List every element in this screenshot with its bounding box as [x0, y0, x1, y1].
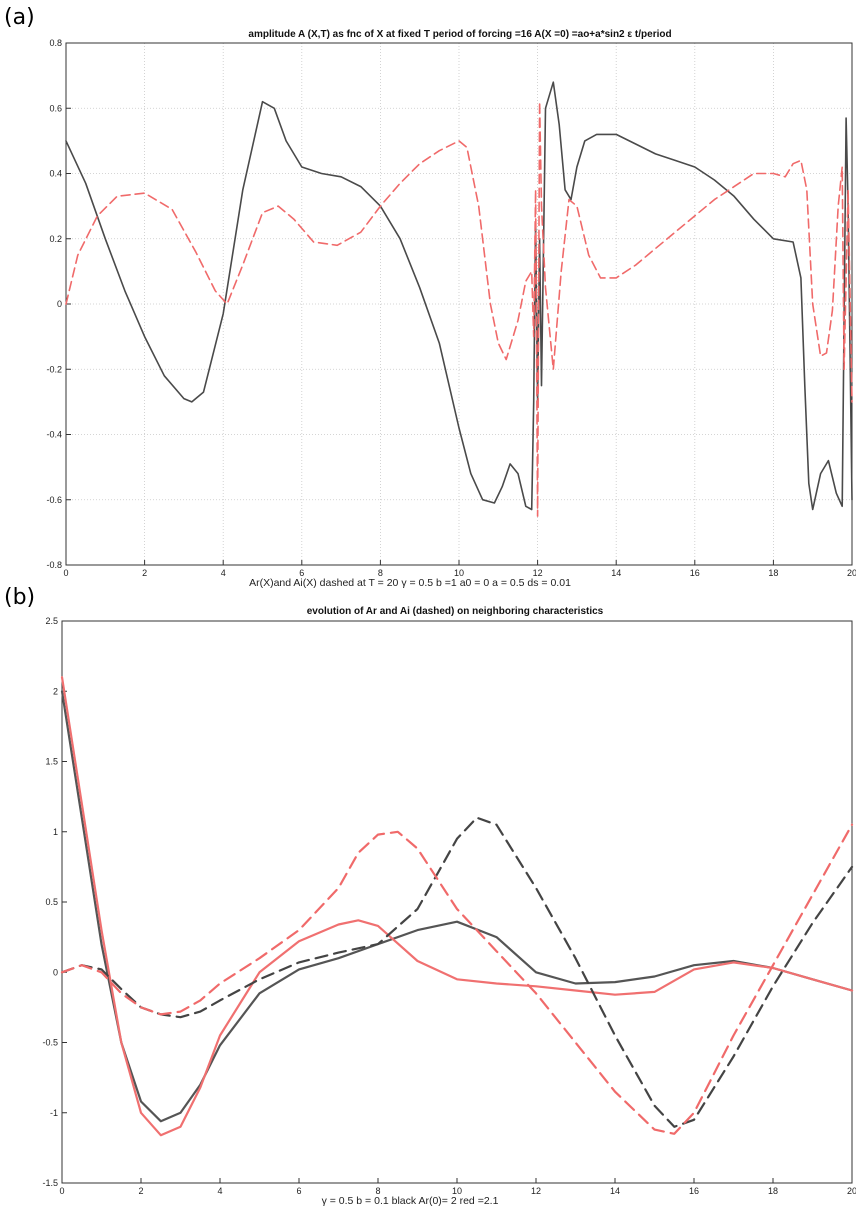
- chart-b-ytick-label: -0.5: [42, 1038, 58, 1048]
- chart-a-xlabel: Ar(X)and Ai(X) dashed at T = 20 γ = 0.5 …: [249, 577, 571, 589]
- chart-a-title: amplitude A (X,T) as fnc of X at fixed T…: [248, 29, 671, 40]
- panel-label-b: (b): [4, 585, 35, 610]
- chart-a-xtick-label: 20: [847, 568, 856, 578]
- chart-b-ytick-label: 1.5: [45, 757, 58, 767]
- chart-b-xtick-label: 6: [296, 1186, 301, 1196]
- chart-b-series-solid-1: [60, 676, 854, 1137]
- chart-a-ytick-label: -0.2: [46, 364, 62, 374]
- chart-b-xtick-label: 20: [847, 1186, 856, 1196]
- chart-b-ytick-label: 2.5: [45, 616, 58, 626]
- chart-a-xtick-label: 16: [690, 568, 700, 578]
- chart-a-ytick-label: -0.6: [46, 495, 62, 505]
- chart-a-xtick-label: 2: [142, 568, 147, 578]
- chart-b-xtick-label: 4: [217, 1186, 222, 1196]
- chart-a-xtick-label: 6: [299, 568, 304, 578]
- chart-b-ytick-label: -1.5: [42, 1178, 58, 1188]
- chart-b-xtick-label: 12: [531, 1186, 541, 1196]
- panel-label-a: (a): [4, 5, 35, 30]
- chart-a-ytick-label: 0.2: [49, 234, 62, 244]
- chart-a-xtick-label: 14: [611, 568, 621, 578]
- chart-b-series: [60, 676, 854, 1137]
- chart-b-ytick-label: 0.5: [45, 897, 58, 907]
- chart-b-axes: [61, 620, 853, 1184]
- chart-b-xtick-label: 0: [59, 1186, 64, 1196]
- chart-a-grid: [66, 43, 852, 565]
- chart-b-ytick-label: 0: [53, 967, 58, 977]
- chart-b-ytick-label: 2: [53, 686, 58, 696]
- chart-a-series-dashed-1: [65, 100, 853, 517]
- chart-a-xtick-label: 18: [768, 568, 778, 578]
- chart-a-ytick-label: 0.6: [49, 103, 62, 113]
- chart-a-ticks: 0 2 4 6 8 10 12 14 16 18 20 -0.8 -0.6 -0.4 -0.2 0 0.2 0.4…: [46, 38, 856, 578]
- chart-b-xtick-label: 18: [768, 1186, 778, 1196]
- chart-a-xtick-label: 8: [378, 568, 383, 578]
- chart-b-xlabel: γ = 0.5 b = 0.1 black Ar(0)= 2 red =2.1: [322, 1195, 499, 1207]
- chart-b-xtick-label: 10: [452, 1186, 462, 1196]
- chart-b-series-dashed-3: [60, 823, 854, 1135]
- chart-b-series-dashed-2: [60, 816, 854, 1128]
- chart-b-title: evolution of Ar and Ai (dashed) on neigh…: [307, 606, 604, 617]
- chart-a-ytick-label: 0: [57, 299, 62, 309]
- chart-b-ticks: 0 2 4 6 8 10 12 14 16 18 20 -1.5 -1 -0.5 0 0.5 1 1.5 2 2.5: [42, 616, 856, 1196]
- chart-b-xtick-label: 8: [375, 1186, 380, 1196]
- chart-a-xtick-label: 12: [533, 568, 543, 578]
- chart-b-xtick-label: 14: [610, 1186, 620, 1196]
- chart-b-xtick-label: 16: [689, 1186, 699, 1196]
- chart-a-ytick-label: 0.8: [49, 38, 62, 48]
- chart-b-ytick-label: 1: [53, 827, 58, 837]
- chart-b-xtick-label: 2: [138, 1186, 143, 1196]
- chart-a-series: [65, 81, 853, 517]
- chart-b-ytick-label: -1: [50, 1108, 58, 1118]
- chart-a-ytick-label: -0.8: [46, 560, 62, 570]
- chart-a-xtick-label: 4: [221, 568, 226, 578]
- chart-a-xtick-label: 0: [63, 568, 68, 578]
- chart-a-ytick-label: -0.4: [46, 430, 62, 440]
- chart-a-ytick-label: 0.4: [49, 169, 62, 179]
- chart-a-xtick-label: 10: [454, 568, 464, 578]
